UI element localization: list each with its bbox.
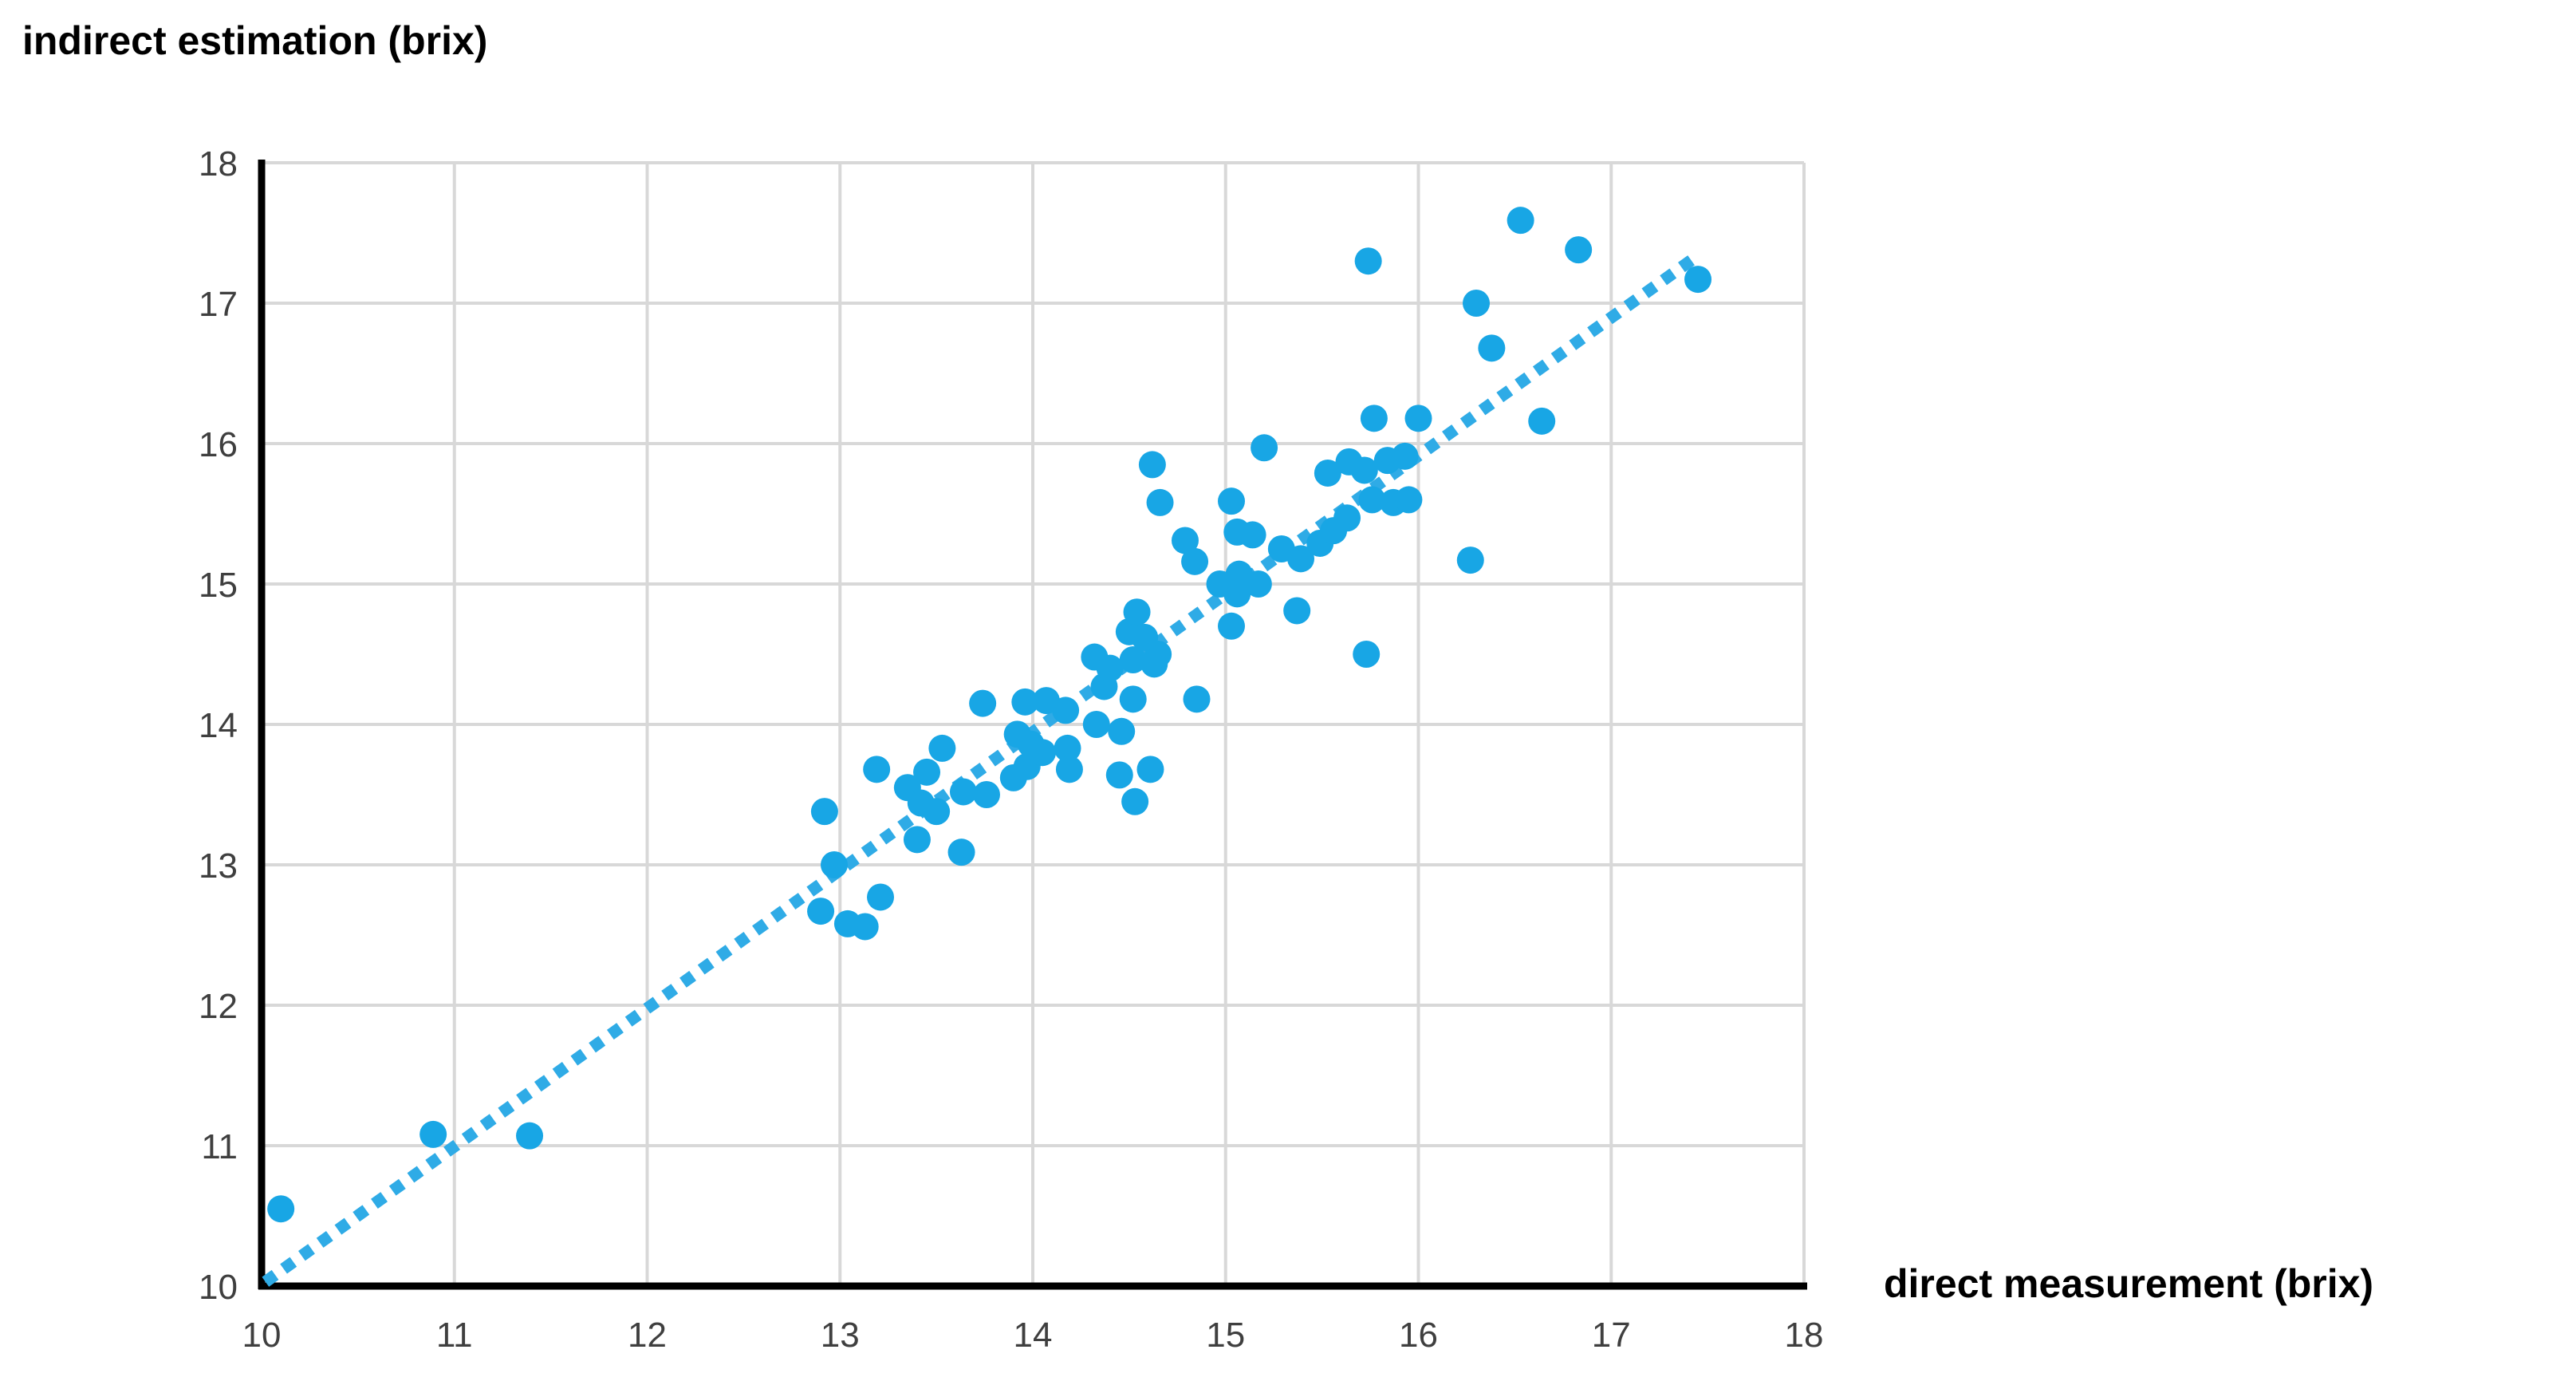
data-point xyxy=(1052,696,1080,724)
data-point xyxy=(820,851,848,878)
data-point xyxy=(1138,451,1166,479)
data-point xyxy=(1360,404,1388,432)
x-axis-title: direct measurement (brix) xyxy=(1884,1261,2374,1306)
data-point xyxy=(1119,646,1147,674)
data-point xyxy=(1223,580,1251,608)
x-tick-label: 16 xyxy=(1399,1316,1438,1355)
trend-line xyxy=(262,251,1700,1287)
y-axis-title: indirect estimation (brix) xyxy=(22,18,488,63)
data-point xyxy=(903,826,931,854)
data-point xyxy=(1684,266,1712,294)
y-tick-label: 14 xyxy=(199,706,238,745)
data-point xyxy=(949,778,977,806)
data-point xyxy=(267,1195,295,1223)
y-tick-label: 16 xyxy=(199,425,238,464)
data-point xyxy=(947,838,975,866)
data-point xyxy=(1333,504,1361,532)
data-point xyxy=(1218,487,1246,515)
data-point xyxy=(1121,787,1149,815)
data-point xyxy=(810,798,838,826)
data-point xyxy=(1146,488,1174,516)
y-tick-label: 11 xyxy=(201,1127,238,1166)
data-point xyxy=(1251,434,1278,462)
data-point xyxy=(923,798,951,826)
data-point xyxy=(1131,623,1159,651)
data-point xyxy=(1507,207,1534,235)
data-point xyxy=(1395,486,1423,514)
x-tick-label: 15 xyxy=(1206,1316,1245,1355)
data-point xyxy=(1463,290,1491,317)
y-tick-label: 13 xyxy=(199,846,238,886)
data-point xyxy=(1105,761,1133,789)
data-point xyxy=(1314,459,1341,487)
x-tick-label: 10 xyxy=(242,1316,282,1355)
data-point xyxy=(1183,685,1211,713)
data-point xyxy=(1353,641,1381,668)
data-point xyxy=(1096,654,1124,682)
data-point xyxy=(1108,717,1136,745)
data-point xyxy=(972,781,1000,808)
data-point xyxy=(1181,547,1209,575)
data-point xyxy=(1136,756,1164,783)
y-tick-label: 17 xyxy=(199,285,238,324)
data-point xyxy=(928,734,956,762)
y-tick-label: 10 xyxy=(199,1268,238,1307)
x-tick-label: 12 xyxy=(628,1316,667,1355)
data-point xyxy=(969,689,997,717)
x-tick-label: 13 xyxy=(821,1316,860,1355)
data-point xyxy=(913,758,941,786)
y-tick-label: 18 xyxy=(199,144,238,183)
data-point xyxy=(1218,612,1246,640)
data-point xyxy=(1171,527,1199,554)
data-point xyxy=(1565,236,1593,264)
y-tick-label: 12 xyxy=(199,987,238,1026)
data-point xyxy=(1283,597,1311,625)
data-point xyxy=(1123,598,1151,626)
data-point xyxy=(419,1120,447,1148)
data-point xyxy=(1239,521,1266,549)
data-point xyxy=(516,1122,544,1150)
data-point xyxy=(1354,247,1382,275)
data-point xyxy=(1456,547,1484,574)
data-point xyxy=(1011,688,1039,716)
data-point xyxy=(1082,711,1110,738)
x-tick-label: 18 xyxy=(1785,1316,1824,1355)
data-point xyxy=(1350,456,1378,484)
x-tick-label: 17 xyxy=(1592,1316,1631,1355)
data-point xyxy=(1391,442,1419,470)
data-point xyxy=(1119,685,1147,713)
x-tick-label: 14 xyxy=(1014,1316,1053,1355)
data-point xyxy=(1287,545,1315,573)
x-tick-label: 11 xyxy=(436,1316,473,1355)
data-point xyxy=(1055,756,1083,783)
data-point xyxy=(1528,407,1556,435)
data-point xyxy=(1054,734,1081,762)
data-point xyxy=(1358,486,1386,514)
data-point xyxy=(1404,404,1432,432)
y-tick-label: 15 xyxy=(199,566,238,605)
data-point xyxy=(1478,334,1506,362)
data-point xyxy=(867,883,895,911)
data-point xyxy=(1244,570,1272,598)
data-point xyxy=(807,898,835,925)
data-point xyxy=(863,756,891,783)
data-point xyxy=(1029,739,1057,767)
data-point xyxy=(851,913,879,941)
